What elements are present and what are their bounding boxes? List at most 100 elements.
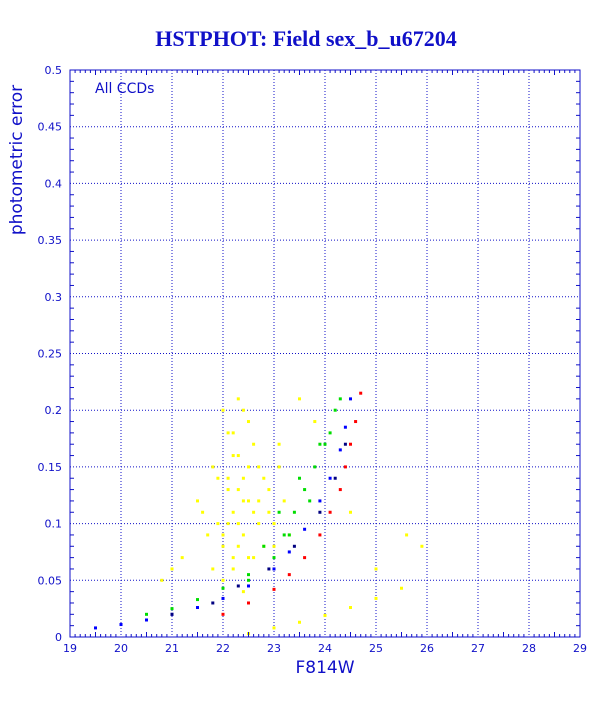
data-point (119, 623, 123, 627)
data-point (277, 510, 281, 514)
data-point (231, 510, 235, 514)
data-point (349, 606, 352, 610)
data-point (221, 612, 225, 616)
data-point (313, 420, 317, 424)
data-point (298, 397, 301, 401)
data-point (196, 606, 199, 610)
data-point (333, 408, 337, 412)
data-point (338, 448, 342, 452)
data-point (318, 533, 322, 537)
data-point (196, 598, 199, 602)
y-tick-label: 0.2 (45, 404, 63, 417)
data-point (241, 533, 245, 537)
data-point (303, 556, 307, 560)
data-point (221, 586, 225, 590)
y-tick-label: 0 (55, 631, 62, 644)
data-point (303, 488, 307, 492)
data-point (145, 612, 148, 616)
data-point (231, 431, 235, 435)
data-point (247, 584, 250, 588)
data-point (328, 476, 332, 480)
data-point (221, 596, 225, 600)
data-point (247, 556, 250, 560)
data-point (247, 601, 250, 605)
data-point (226, 476, 230, 480)
data-point (241, 476, 245, 480)
data-point (221, 533, 225, 537)
data-point (211, 567, 215, 571)
data-point (196, 499, 199, 503)
data-point (94, 626, 97, 630)
y-tick-label: 0.4 (45, 177, 63, 190)
data-point (354, 420, 358, 424)
data-point (257, 522, 261, 526)
data-point (282, 533, 286, 537)
y-tick-label: 0.3 (45, 291, 63, 304)
data-point (247, 578, 250, 582)
x-tick-label: 22 (216, 642, 230, 655)
data-point (226, 431, 230, 435)
data-point (272, 544, 276, 548)
data-point (247, 420, 250, 424)
y-axis-label: photometric error (7, 85, 27, 235)
data-point (374, 596, 378, 600)
x-tick-label: 27 (471, 642, 485, 655)
data-point (323, 613, 327, 617)
data-point (206, 533, 210, 537)
data-point (170, 612, 174, 616)
y-tick-label: 0.05 (38, 574, 63, 587)
x-tick-label: 21 (165, 642, 179, 655)
data-point (349, 397, 352, 401)
data-point (318, 499, 322, 503)
data-point (262, 544, 266, 548)
data-point (272, 626, 276, 630)
x-tick-label: 20 (114, 642, 128, 655)
data-point (292, 544, 296, 548)
data-point (201, 510, 205, 514)
data-point (272, 522, 276, 526)
data-point (170, 607, 174, 611)
data-point (349, 442, 352, 446)
data-point (252, 556, 256, 560)
data-point (241, 499, 245, 503)
data-point (338, 397, 342, 401)
data-point (318, 510, 322, 514)
x-tick-label: 23 (267, 642, 281, 655)
data-point (343, 442, 347, 446)
data-point (333, 476, 337, 480)
data-point (252, 510, 256, 514)
data-point (272, 567, 276, 571)
data-point (298, 476, 301, 480)
data-point (343, 425, 347, 429)
x-tick-label: 28 (522, 642, 536, 655)
data-point (272, 556, 276, 560)
data-point (292, 510, 296, 514)
y-tick-label: 0.45 (38, 121, 63, 134)
data-point (405, 533, 409, 537)
y-tick-label: 0.35 (38, 234, 63, 247)
data-point (262, 476, 266, 480)
data-point (247, 499, 250, 503)
data-point (180, 556, 184, 560)
data-point (420, 544, 424, 548)
data-point (231, 567, 235, 571)
data-point (272, 587, 276, 591)
data-point (277, 465, 281, 469)
data-point (236, 397, 240, 401)
data-point (211, 601, 215, 605)
data-point (359, 391, 363, 395)
data-point (236, 522, 240, 526)
data-point (257, 499, 261, 503)
data-point (313, 465, 317, 469)
data-point (211, 465, 215, 469)
data-point (308, 499, 312, 503)
y-tick-label: 0.5 (45, 64, 63, 77)
data-point (287, 573, 291, 577)
x-tick-label: 29 (573, 642, 587, 655)
plot-frame (69, 69, 581, 638)
data-point (226, 488, 230, 492)
data-point (252, 442, 256, 446)
x-tick-label: 19 (63, 642, 77, 655)
data-point (247, 573, 250, 577)
